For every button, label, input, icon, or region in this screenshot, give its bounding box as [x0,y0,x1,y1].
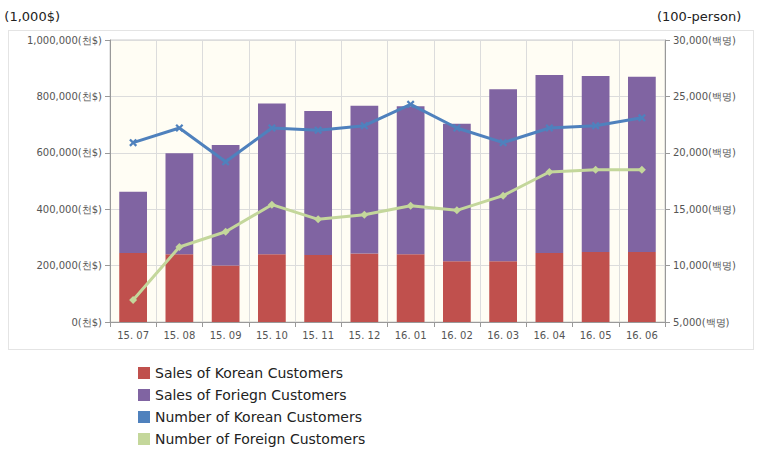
svg-text:600,000(천$): 600,000(천$) [36,147,102,158]
svg-text:200,000(천$): 200,000(천$) [36,260,102,271]
svg-text:400,000(천$): 400,000(천$) [36,204,102,215]
svg-text:16. 05: 16. 05 [580,330,612,341]
svg-text:15. 12: 15. 12 [348,330,380,341]
svg-text:Sales of Foriegn Customers: Sales of Foriegn Customers [155,387,347,403]
svg-text:Number of Foreign Customers: Number of Foreign Customers [155,431,365,447]
svg-text:Sales of Korean Customers: Sales of Korean Customers [155,365,343,381]
svg-text:25,000(백명): 25,000(백명) [673,91,736,102]
svg-text:15,000(백명): 15,000(백명) [673,204,736,215]
svg-text:15. 08: 15. 08 [163,330,195,341]
svg-text:15. 11: 15. 11 [302,330,334,341]
svg-text:15. 10: 15. 10 [256,330,288,341]
svg-text:1,000,000(천$): 1,000,000(천$) [27,35,102,46]
svg-text:(100-person): (100-person) [657,9,741,24]
svg-text:(1,000$): (1,000$) [4,9,60,24]
svg-text:16. 01: 16. 01 [395,330,427,341]
svg-text:15. 09: 15. 09 [210,330,242,341]
svg-text:16. 02: 16. 02 [441,330,473,341]
svg-text:Number of Korean Customers: Number of Korean Customers [155,409,362,425]
svg-text:16. 04: 16. 04 [533,330,565,341]
svg-text:800,000(천$): 800,000(천$) [36,91,102,102]
svg-text:15. 07: 15. 07 [117,330,149,341]
svg-text:20,000(백명): 20,000(백명) [673,147,736,158]
svg-text:10,000(백명): 10,000(백명) [673,260,736,271]
svg-text:0(천$): 0(천$) [71,317,102,328]
svg-text:5,000(백명): 5,000(백명) [673,317,730,328]
svg-text:16. 03: 16. 03 [487,330,519,341]
svg-text:16. 06: 16. 06 [626,330,658,341]
svg-text:30,000(백명): 30,000(백명) [673,35,736,46]
